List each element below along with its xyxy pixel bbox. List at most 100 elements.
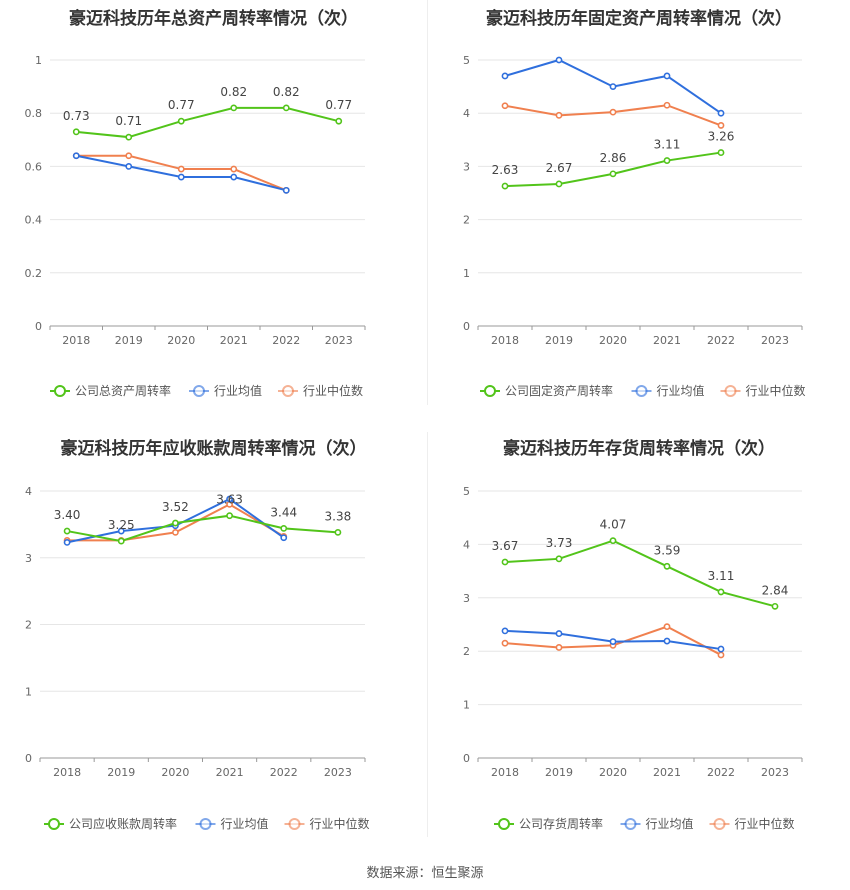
data-point-median: [717, 651, 725, 659]
series-line-company: [66, 514, 338, 543]
chart-total-asset-turnover: 豪迈科技历年总资产周转率情况（次） 0 0.2 0.4 0.6 0.8 1 2018 2019…: [0, 0, 427, 430]
data-label: 3.67: [492, 539, 519, 553]
chart-title: 豪迈科技历年存货周转率情况（次）: [503, 439, 775, 459]
data-point-avg: [72, 152, 80, 160]
data-label: 3.25: [108, 518, 135, 532]
chart-title: 豪迈科技历年总资产周转率情况（次）: [69, 9, 358, 29]
legend-item-median[interactable]: 行业中位数: [284, 816, 370, 831]
x-tick-label: 2022: [707, 334, 735, 347]
data-point-median: [663, 623, 671, 631]
data-point-median: [609, 108, 617, 116]
data-label: 3.59: [654, 543, 681, 557]
x-tick-label: 2019: [545, 334, 573, 347]
data-label: 2.67: [546, 161, 573, 175]
chart-title: 豪迈科技历年固定资产周转率情况（次）: [486, 9, 792, 29]
chart-receivables-turnover: 豪迈科技历年应收账款周转率情况（次） 0 1 2 3 4 2018 2019 2020 2021…: [0, 430, 427, 860]
x-tick-label: 2020: [599, 334, 627, 347]
legend-marker: [48, 818, 60, 830]
legend-label: 行业中位数: [303, 383, 363, 398]
data-point-company: [771, 602, 779, 610]
chart-fixed-asset-turnover: 豪迈科技历年固定资产周转率情况（次） 0 1 2 3 4 5 2018 2019 2020 202…: [428, 0, 850, 430]
y-tick-label: 0: [463, 320, 470, 333]
divider: [427, 432, 428, 837]
data-point-company: [117, 537, 125, 545]
data-point-company: [72, 128, 80, 136]
y-tick-label: 4: [25, 485, 32, 498]
y-tick-label: 0: [463, 752, 470, 765]
y-tick-label: 4: [463, 538, 470, 551]
data-point-avg: [501, 72, 509, 80]
y-tick-label: 0: [35, 320, 42, 333]
data-point-median: [172, 528, 179, 536]
legend-label: 公司总资产周转率: [75, 383, 171, 398]
legend-marker: [498, 818, 510, 830]
legend-item-avg[interactable]: 行业均值: [631, 383, 705, 398]
legend-label: 公司应收账款周转率: [69, 816, 177, 831]
chart-inventory-turnover: 豪迈科技历年存货周转率情况（次） 0 1 2 3 4 5 2018 2019 2020 2021 2…: [428, 430, 850, 860]
x-tick-label: 2018: [491, 766, 519, 779]
legend-marker: [199, 818, 212, 830]
data-point-median: [501, 102, 509, 110]
y-tick-label: 1: [35, 54, 42, 67]
data-point-company: [501, 182, 509, 190]
data-point-company: [226, 512, 233, 520]
x-tick-label: 2021: [653, 766, 681, 779]
series-line-median: [76, 154, 287, 192]
series-line-avg: [76, 154, 287, 192]
series-line-company: [504, 539, 776, 608]
legend-marker: [635, 385, 648, 397]
y-tick-label: 1: [463, 699, 470, 712]
legend-item-company[interactable]: 公司固定资产周转率: [480, 383, 613, 398]
data-point-avg: [555, 630, 563, 637]
data-point-avg: [282, 186, 290, 194]
data-point-company: [230, 104, 238, 112]
data-point-avg: [663, 637, 671, 645]
data-point-company: [335, 117, 343, 125]
data-point-company: [280, 524, 288, 532]
data-label: 3.40: [54, 508, 81, 522]
chart-svg: 0 1 2 3 4 2018 2019 2020 2021 2022 2023 3.40 3.25 3.5…: [25, 485, 370, 831]
legend-item-company[interactable]: 公司总资产周转率: [50, 383, 171, 398]
data-point-company: [609, 170, 617, 178]
y-tick-label: 2: [463, 214, 470, 227]
y-tick-label: 5: [463, 54, 470, 67]
x-tick-label: 2018: [62, 334, 90, 347]
x-tick-label: 2019: [115, 334, 143, 347]
x-tick-label: 2021: [220, 334, 248, 347]
x-tick-label: 2019: [107, 766, 135, 779]
data-point-avg: [177, 173, 185, 181]
y-tick-label: 2: [25, 619, 32, 632]
data-point-median: [555, 644, 563, 651]
y-tick-label: 1: [463, 267, 470, 280]
legend-item-median[interactable]: 行业中位数: [709, 816, 795, 831]
legend-marker: [193, 385, 205, 397]
chart-title: 豪迈科技历年应收账款周转率情况（次）: [60, 439, 367, 459]
legend-marker: [624, 818, 637, 830]
y-tick-label: 3: [463, 160, 470, 173]
y-tick-label: 5: [463, 485, 470, 498]
legend-item-company[interactable]: 公司存货周转率: [494, 816, 603, 831]
data-point-avg: [125, 162, 133, 170]
legend-label: 行业中位数: [746, 383, 806, 398]
x-tick-label: 2021: [216, 766, 244, 779]
y-tick-label: 4: [463, 107, 470, 120]
legend-item-median[interactable]: 行业中位数: [278, 383, 363, 398]
data-point-median: [230, 165, 238, 173]
legend-item-avg[interactable]: 行业均值: [189, 383, 262, 398]
legend-item-median[interactable]: 行业中位数: [720, 383, 806, 398]
chart-svg: 0 0.2 0.4 0.6 0.8 1 2018 2019 2020 2021 2022 2023 0.…: [25, 54, 366, 398]
data-point-median: [177, 165, 185, 173]
data-point-median: [663, 101, 671, 109]
legend-marker: [724, 385, 737, 397]
legend-label: 行业中位数: [310, 816, 370, 831]
y-tick-label: 0.6: [25, 160, 43, 173]
legend-item-company[interactable]: 公司应收账款周转率: [44, 816, 177, 831]
x-tick-label: 2018: [53, 766, 81, 779]
legend-label: 公司固定资产周转率: [505, 383, 613, 398]
legend-label: 行业均值: [657, 383, 705, 398]
legend-item-avg[interactable]: 行业均值: [620, 816, 694, 831]
data-point-avg: [717, 645, 725, 653]
data-label: 3.11: [708, 569, 735, 583]
legend-label: 行业均值: [221, 816, 269, 831]
legend-item-avg[interactable]: 行业均值: [195, 816, 269, 831]
